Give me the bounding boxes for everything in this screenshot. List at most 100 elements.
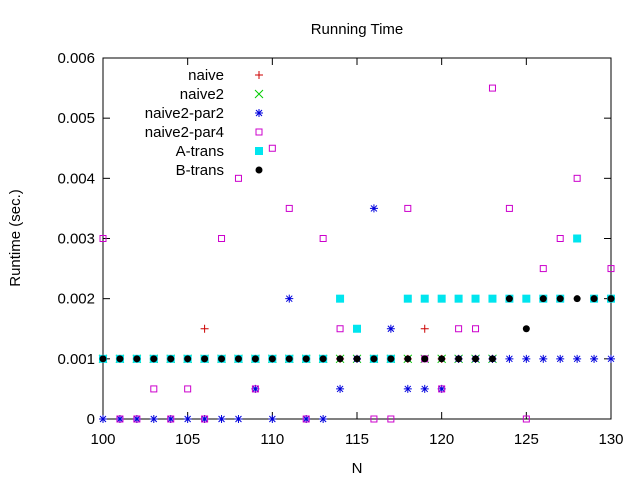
series-B-trans <box>99 295 615 363</box>
legend-label: naive <box>188 67 224 84</box>
open-square-marker <box>302 415 310 423</box>
open-square-marker <box>167 415 175 423</box>
open-square-marker <box>285 204 293 212</box>
filled-circle-marker <box>607 295 615 303</box>
open-square-marker <box>255 128 263 136</box>
star-marker <box>115 415 124 423</box>
axis-tick-labels: 100 105 110 115 120 125 130 0 0.001 0.002 0.003 0.0… <box>57 50 623 448</box>
open-square-marker <box>319 235 327 242</box>
star-marker <box>437 384 446 393</box>
filled-square-marker <box>437 294 446 303</box>
legend-label: naive2 <box>180 86 224 103</box>
star-marker <box>522 354 531 363</box>
open-square-marker <box>488 84 496 92</box>
star-marker <box>99 415 107 423</box>
star-marker <box>556 354 565 363</box>
x-tick-label: 110 <box>260 431 284 448</box>
filled-square-marker <box>336 294 345 303</box>
filled-circle-marker <box>302 355 310 363</box>
plus-marker <box>200 324 209 333</box>
filled-circle-marker <box>167 355 175 363</box>
open-square-marker <box>370 415 378 423</box>
open-square-marker <box>234 174 242 182</box>
series-naive2-par2 <box>99 204 615 423</box>
plus-marker <box>420 324 429 333</box>
x-tick-label: 115 <box>345 431 369 448</box>
star-marker <box>386 324 395 333</box>
star-marker <box>420 384 429 393</box>
open-square-marker <box>387 415 395 423</box>
legend-label: B-trans <box>176 162 224 179</box>
y-tick-label: 0.003 <box>57 231 95 248</box>
y-tick-label: 0.004 <box>57 170 95 187</box>
filled-square-marker <box>522 294 531 303</box>
chart-title: Running Time <box>311 21 404 38</box>
y-tick-label: 0.006 <box>57 50 95 67</box>
open-square-marker <box>556 235 564 242</box>
star-marker <box>183 415 192 423</box>
star-marker <box>302 415 311 423</box>
open-square-marker <box>539 265 547 273</box>
filled-square-marker <box>573 234 582 243</box>
x-tick-label: 105 <box>175 431 200 448</box>
x-tick-label: 120 <box>429 431 454 448</box>
star-marker <box>590 354 599 363</box>
filled-square-marker <box>353 324 361 333</box>
data-points <box>98 84 615 423</box>
star-marker <box>166 415 175 423</box>
star-marker <box>132 415 141 423</box>
star-marker <box>255 109 263 117</box>
star-marker <box>319 415 328 423</box>
open-square-marker <box>522 415 530 423</box>
series-naive <box>99 324 497 363</box>
open-square-marker <box>336 325 344 333</box>
star-marker <box>607 354 615 363</box>
open-square-marker <box>268 144 276 152</box>
open-square-marker <box>218 235 226 242</box>
star-marker <box>573 354 582 363</box>
filled-square-marker <box>255 147 263 155</box>
filled-circle-marker <box>251 355 259 363</box>
filled-circle-marker <box>218 355 226 363</box>
filled-circle-marker <box>522 325 530 333</box>
legend-label: naive2-par4 <box>145 124 224 141</box>
star-marker <box>539 354 548 363</box>
filled-circle-marker <box>285 355 293 363</box>
filled-circle-marker <box>505 295 513 303</box>
open-square-marker <box>150 385 158 393</box>
open-square-marker <box>607 265 615 273</box>
filled-circle-marker <box>353 355 361 363</box>
open-square-marker <box>438 385 446 393</box>
filled-circle-marker <box>488 355 496 363</box>
open-square-marker <box>455 325 463 333</box>
star-marker <box>149 415 158 423</box>
series-naive2 <box>98 354 497 364</box>
star-marker <box>505 354 514 363</box>
x-tick-label: 130 <box>598 431 623 448</box>
x-tick-label: 125 <box>514 431 539 448</box>
open-square-marker <box>505 204 513 212</box>
legend-label: A-trans <box>176 143 224 160</box>
filled-circle-marker <box>336 355 344 363</box>
star-marker <box>369 204 378 213</box>
filled-circle-marker <box>370 355 378 363</box>
filled-circle-marker <box>573 295 581 303</box>
open-square-marker <box>251 385 259 393</box>
open-square-marker <box>184 385 192 393</box>
x-tick-label: 100 <box>90 431 115 448</box>
filled-circle-marker <box>255 166 263 174</box>
cross-marker <box>254 89 264 99</box>
plus-marker <box>255 71 263 79</box>
filled-circle-marker <box>150 355 158 363</box>
filled-circle-marker <box>184 355 192 363</box>
star-marker <box>285 294 294 303</box>
filled-circle-marker <box>421 355 429 363</box>
filled-circle-marker <box>319 355 327 363</box>
filled-circle-marker <box>539 295 547 303</box>
star-marker <box>336 384 345 393</box>
filled-square-marker <box>454 294 463 303</box>
star-marker <box>217 415 226 423</box>
open-square-marker <box>573 174 581 182</box>
open-square-marker <box>116 415 124 423</box>
legend: naive naive2 naive2-par2 naive2-par4 A-trans… <box>145 67 264 179</box>
